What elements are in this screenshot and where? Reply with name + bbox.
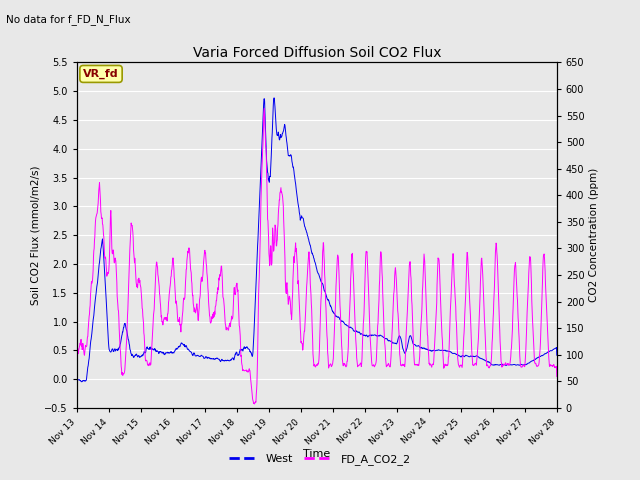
Text: VR_fd: VR_fd: [83, 69, 119, 79]
Title: Varia Forced Diffusion Soil CO2 Flux: Varia Forced Diffusion Soil CO2 Flux: [193, 46, 441, 60]
Text: No data for f_FD_N_Flux: No data for f_FD_N_Flux: [6, 14, 131, 25]
Y-axis label: CO2 Concentration (ppm): CO2 Concentration (ppm): [589, 168, 598, 302]
Y-axis label: Soil CO2 Flux (mmol/m2/s): Soil CO2 Flux (mmol/m2/s): [30, 166, 40, 305]
Legend: West, FD_A_CO2_2: West, FD_A_CO2_2: [225, 450, 415, 469]
X-axis label: Time: Time: [303, 449, 330, 459]
